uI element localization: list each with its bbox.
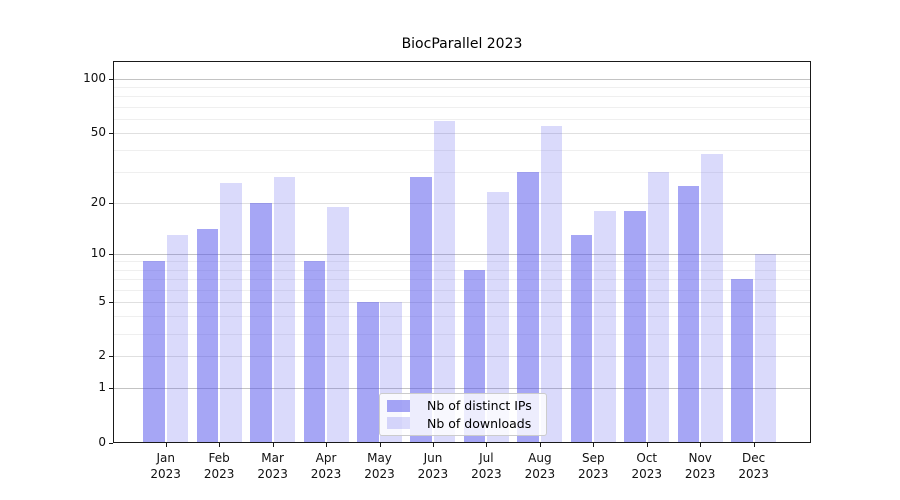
x-tick-label: Jun 2023 — [417, 451, 449, 481]
gridline-major — [114, 388, 810, 390]
bar-distinct-ips — [731, 279, 753, 442]
gridline-major — [114, 202, 810, 204]
gridline-major — [114, 253, 810, 255]
bar-distinct-ips — [517, 172, 539, 442]
gridline-major — [114, 301, 810, 303]
gridline-minor — [114, 118, 810, 120]
gridline-minor — [114, 289, 810, 291]
legend-swatch-downloads-icon — [387, 417, 410, 430]
x-tick-mark — [219, 443, 221, 447]
y-tick-mark — [109, 388, 113, 390]
bar-distinct-ips — [143, 261, 165, 442]
bar-downloads — [701, 154, 723, 442]
bar-downloads — [487, 192, 509, 442]
bar-distinct-ips — [677, 186, 700, 442]
y-tick-label: 20 — [90, 194, 106, 209]
x-tick-mark — [753, 443, 755, 447]
gridline-major — [114, 356, 810, 358]
gridline-minor — [114, 87, 810, 89]
legend-swatch-distinct-ips-icon — [387, 399, 410, 412]
x-tick-mark — [432, 443, 434, 447]
x-tick-mark — [700, 443, 702, 447]
x-tick-label: May 2023 — [364, 451, 395, 481]
bar-downloads — [273, 177, 296, 442]
legend-label-distinct-ips: Nb of distinct IPs — [427, 398, 532, 414]
gridline-minor — [114, 172, 810, 174]
x-tick-label: Jul 2023 — [471, 451, 502, 481]
x-tick-label: Oct 2023 — [631, 451, 663, 481]
bar-downloads — [594, 210, 616, 442]
x-tick-label: Dec 2023 — [738, 451, 769, 481]
y-tick-label: 100 — [83, 71, 106, 86]
bar-downloads — [326, 206, 349, 442]
y-tick-label: 5 — [98, 293, 106, 308]
x-tick-label: Jan 2023 — [150, 451, 181, 481]
y-tick-label: 1 — [98, 380, 106, 395]
y-tick-mark — [109, 356, 113, 358]
bar-downloads — [220, 183, 242, 442]
chart-title: BiocParallel 2023 — [401, 36, 523, 52]
y-tick-mark — [109, 132, 113, 134]
y-tick-mark — [109, 443, 113, 444]
bar-distinct-ips — [410, 177, 433, 442]
gridline-minor — [114, 316, 810, 318]
bar-distinct-ips — [570, 234, 593, 442]
x-tick-label: Nov 2023 — [684, 451, 716, 481]
x-tick-mark — [539, 443, 541, 447]
plot-area — [113, 61, 811, 443]
legend-label-downloads: Nb of downloads — [427, 415, 532, 431]
gridline-minor — [114, 279, 810, 281]
legend: Nb of distinct IPs Nb of downloads — [379, 393, 547, 436]
gridline-minor — [114, 96, 810, 98]
y-tick-label: 50 — [90, 124, 106, 139]
x-tick-mark — [486, 443, 488, 447]
gridline-minor — [114, 269, 810, 271]
y-tick-mark — [109, 202, 113, 204]
gridline-major — [114, 79, 810, 81]
gridline-major — [114, 132, 810, 134]
x-tick-mark — [272, 443, 274, 447]
x-tick-mark — [326, 443, 328, 447]
y-tick-label: 2 — [98, 348, 106, 363]
bar-distinct-ips — [303, 261, 326, 442]
bar-downloads — [647, 172, 670, 442]
gridline-minor — [114, 150, 810, 152]
bar-distinct-ips — [357, 301, 379, 442]
bar-downloads — [754, 253, 777, 442]
x-tick-label: Mar 2023 — [257, 451, 288, 481]
y-tick-mark — [109, 253, 113, 255]
gridline-minor — [114, 333, 810, 335]
gridline-minor — [114, 106, 810, 108]
y-tick-label: 0 — [98, 435, 106, 449]
y-tick-mark — [109, 79, 113, 81]
legend-item-downloads: Nb of downloads — [387, 416, 539, 431]
legend-item-distinct-ips: Nb of distinct IPs — [387, 398, 539, 413]
bar-distinct-ips — [624, 210, 646, 442]
x-tick-mark — [646, 443, 648, 447]
gridline-minor — [114, 261, 810, 263]
x-tick-label: Apr 2023 — [310, 451, 342, 481]
x-tick-label: Sep 2023 — [578, 451, 609, 481]
y-tick-label: 10 — [90, 245, 106, 260]
x-tick-mark — [165, 443, 167, 447]
bar-downloads — [433, 121, 456, 442]
y-tick-mark — [109, 301, 113, 303]
bar-distinct-ips — [196, 229, 219, 442]
bar-downloads — [540, 125, 563, 442]
x-tick-label: Aug 2023 — [524, 451, 556, 481]
x-tick-mark — [379, 443, 381, 447]
bar-distinct-ips — [250, 202, 272, 442]
bar-downloads — [166, 234, 189, 442]
x-tick-mark — [593, 443, 595, 447]
x-tick-label: Feb 2023 — [203, 451, 235, 481]
